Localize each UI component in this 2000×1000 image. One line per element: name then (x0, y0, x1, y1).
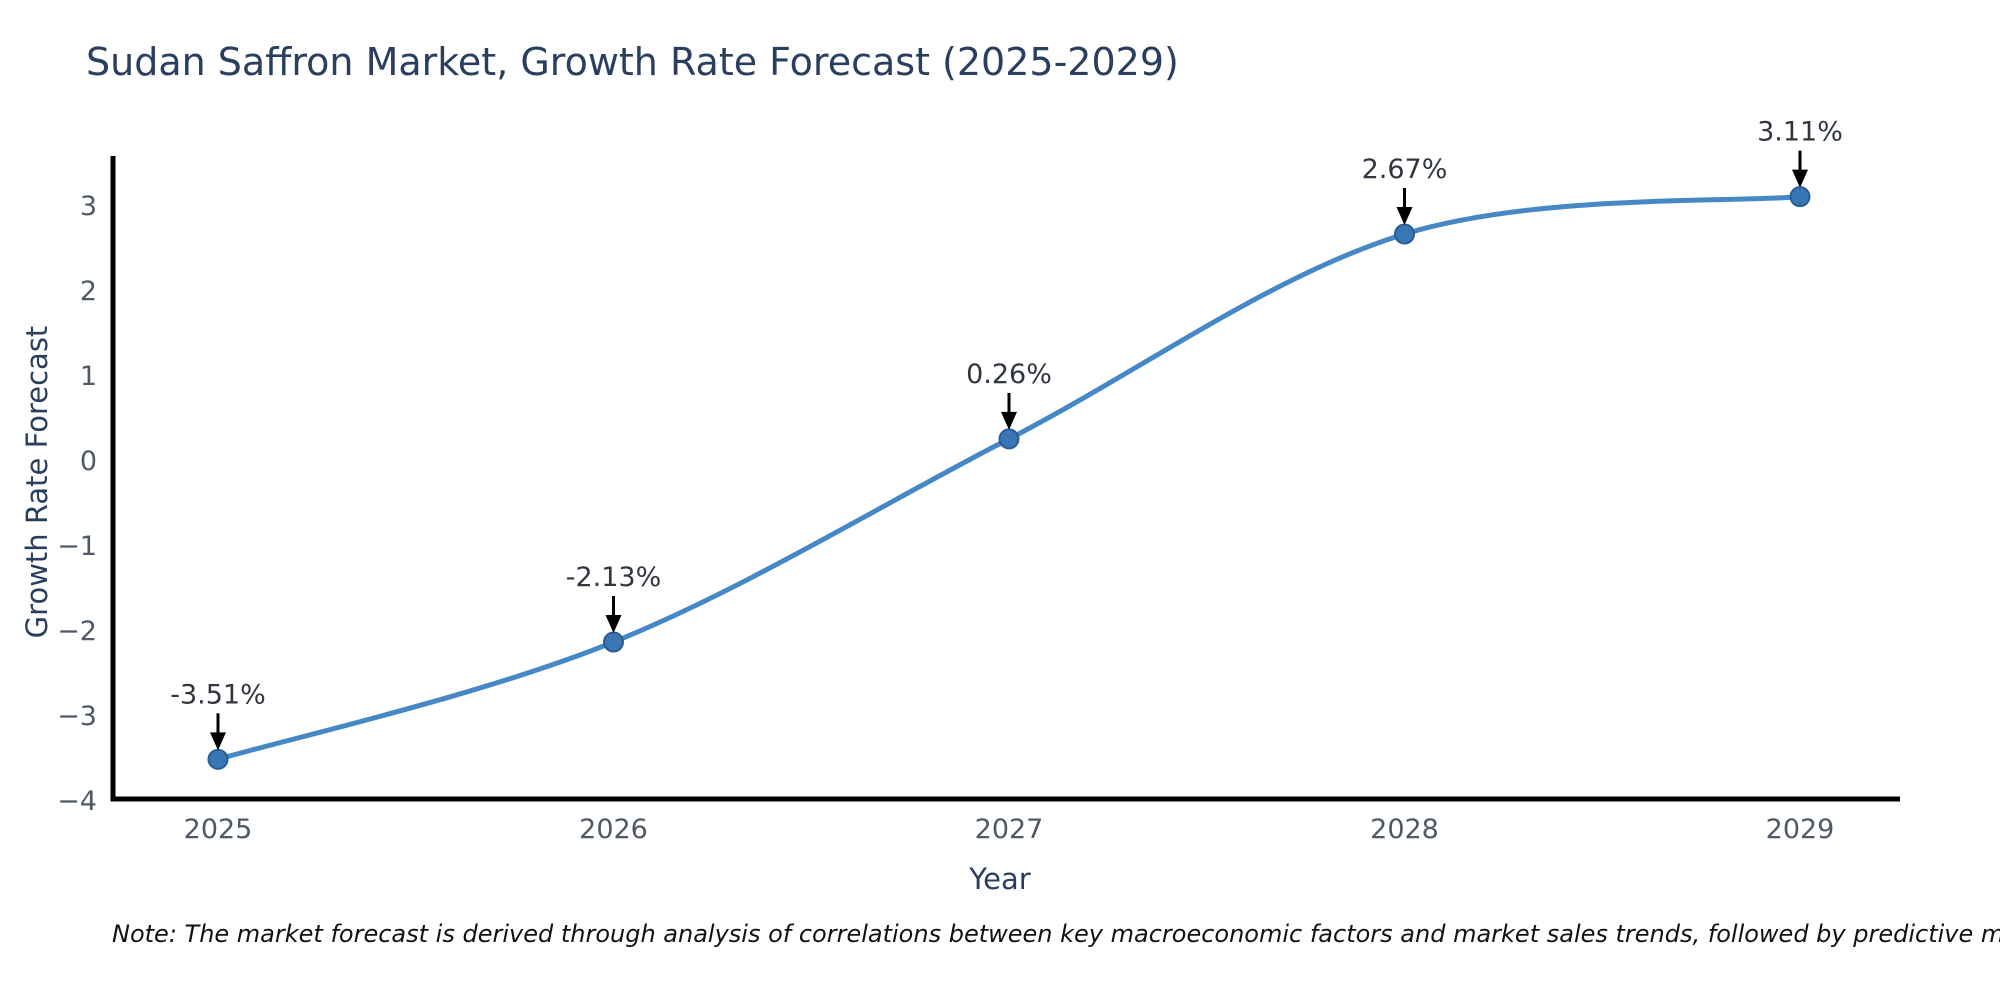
x-tick-label: 2025 (184, 814, 253, 845)
y-tick-label: −4 (57, 786, 97, 817)
x-tick-label: 2026 (579, 814, 648, 845)
data-point-2028[interactable] (1394, 223, 1415, 245)
data-label: -2.13% (566, 562, 662, 593)
x-tick-label: 2027 (975, 814, 1044, 845)
y-tick-label: −3 (57, 701, 97, 732)
data-point-2029[interactable] (1789, 186, 1811, 208)
data-point-2025[interactable] (207, 748, 229, 770)
y-tick-label: −1 (57, 531, 97, 562)
x-axis-title: Year (969, 862, 1031, 896)
annotation-arrowhead-icon (210, 732, 226, 751)
data-label: 0.26% (966, 359, 1052, 390)
forecast-line (215, 194, 1803, 762)
chart-title: Sudan Saffron Market, Growth Rate Foreca… (86, 40, 1179, 84)
data-label: -3.51% (170, 679, 266, 710)
data-label: 2.67% (1362, 154, 1448, 185)
annotation-arrowhead-icon (1396, 207, 1413, 226)
y-tick-label: 3 (80, 191, 97, 222)
x-tick-label: 2029 (1766, 814, 1835, 845)
y-tick-label: 0 (80, 446, 97, 477)
y-tick-label: 2 (80, 276, 97, 307)
y-tick-label: −2 (57, 616, 97, 647)
data-label: 3.11% (1757, 117, 1843, 148)
data-point-2027[interactable] (998, 428, 1020, 450)
data-point-2026[interactable] (603, 631, 624, 653)
x-tick-label: 2028 (1370, 814, 1439, 845)
annotation-arrowhead-icon (1001, 411, 1017, 430)
footnote: Note: The market forecast is derived thr… (112, 920, 2000, 948)
y-tick-label: 1 (80, 361, 97, 392)
annotation-arrowhead-icon (1792, 169, 1808, 188)
annotation-arrowhead-icon (605, 615, 622, 634)
